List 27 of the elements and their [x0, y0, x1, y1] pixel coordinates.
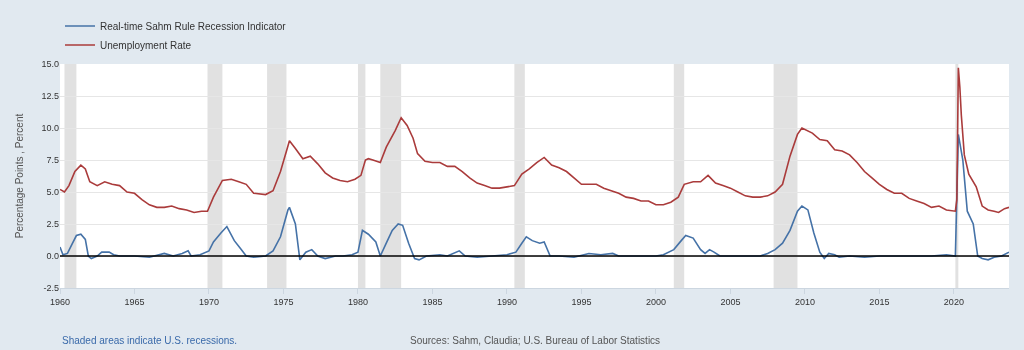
y-tick-label: 5.0 [46, 187, 59, 198]
x-tick-label: 1975 [273, 296, 294, 307]
x-tick-label: 2015 [869, 296, 890, 307]
x-tick-label: 1970 [198, 296, 219, 307]
x-tick-label: 2020 [943, 296, 964, 307]
x-tick-label: 1985 [422, 296, 443, 307]
line-series [60, 67, 1009, 214]
x-tick-label: 1995 [571, 296, 592, 307]
legend-label: Unemployment Rate [100, 39, 192, 51]
x-tick-label: 1990 [496, 296, 517, 307]
y-tick-label: 2.5 [46, 219, 59, 230]
x-tick-label: 2005 [720, 296, 741, 307]
text: Shaded areas indicate U.S. recessions. [62, 335, 238, 346]
y-tick-label: 10.0 [41, 123, 59, 134]
x-tick-label: 1960 [49, 296, 71, 307]
y-tick-label: -2.5 [43, 283, 59, 294]
y-tick-label: 15.0 [41, 59, 59, 70]
y-tick-label: 12.5 [41, 91, 59, 102]
source-note: Sources: Sahm, Claudia; U.S. Bureau of Labor Statistics [410, 335, 661, 346]
y-axis-title: Percentage Points , Percent [14, 113, 26, 239]
x-tick-label: 2000 [645, 296, 666, 307]
x-tick-label: 2010 [794, 296, 815, 307]
x-tick-label: 1980 [347, 296, 368, 307]
y-tick-label: 7.5 [46, 155, 59, 166]
x-tick-label: 1965 [124, 296, 145, 307]
y-tick-label: 0.0 [46, 251, 59, 262]
legend-label: Real-time Sahm Rule Recession Indicator [100, 20, 287, 32]
